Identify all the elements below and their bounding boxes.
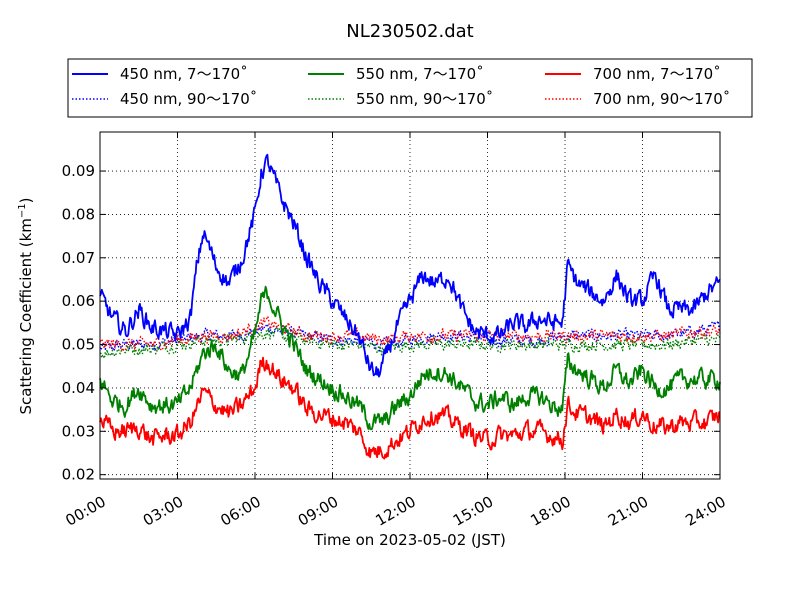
legend-label-2: 450 nm, 90～170˚: [120, 90, 257, 108]
y-tick-label: 0.03: [62, 422, 95, 440]
y-tick-label: 0.08: [62, 205, 95, 223]
y-axis-label: Scattering Coefficient (km−1): [17, 197, 35, 414]
y-axis-label-close: ): [17, 197, 35, 203]
x-tick-label: 00:00: [62, 493, 108, 530]
y-tick-label: 0.06: [62, 292, 95, 310]
y-axis-label-exponent: −1: [17, 203, 28, 218]
series-line-3: [99, 285, 721, 431]
legend-label-6: 700 nm, 90～170˚: [593, 90, 730, 108]
series-line-6: [99, 315, 721, 352]
x-tick-label: 15:00: [450, 493, 496, 530]
plot-background: [100, 132, 720, 479]
x-tick-label: 18:00: [527, 493, 573, 530]
legend-label-3: 550 nm, 7～170˚: [356, 65, 484, 83]
y-tick-label: 0.07: [62, 249, 95, 267]
legend: 450 nm, 7～170˚ 550 nm, 7～170˚ 700 nm, 7～17…: [67, 58, 753, 118]
legend-label-4: 550 nm, 90～170˚: [356, 90, 493, 108]
chart-title: NL230502.dat: [346, 21, 473, 42]
y-axis-label-main: Scattering Coefficient (km: [17, 218, 35, 414]
x-tick-label: 03:00: [140, 493, 186, 530]
legend-label-1: 450 nm, 7～170˚: [120, 65, 248, 83]
x-axis-label: Time on 2023-05-02 (JST): [313, 531, 506, 549]
series-line-4: [99, 325, 721, 360]
y-tick-label: 0.05: [62, 336, 95, 354]
y-tick-label: 0.04: [62, 379, 95, 397]
legend-box: [67, 58, 753, 118]
series-layer: [99, 153, 721, 460]
y-tick-label: 0.09: [62, 162, 95, 180]
x-tick-label: 12:00: [372, 493, 418, 530]
x-tick-label: 24:00: [682, 493, 728, 530]
series-line-2: [99, 320, 721, 352]
x-tick-label: 09:00: [295, 493, 341, 530]
legend-label-5: 700 nm, 7～170˚: [593, 65, 721, 83]
series-line-1: [99, 153, 721, 378]
series-line-5: [99, 356, 721, 460]
y-tick-label: 0.02: [62, 466, 95, 484]
plot-area: 00:00 03:00 06:00 09:00 12:00 15:00 18:00 21:00…: [62, 131, 729, 530]
x-tick-label: 21:00: [605, 493, 651, 530]
x-tick-label: 06:00: [217, 493, 263, 530]
